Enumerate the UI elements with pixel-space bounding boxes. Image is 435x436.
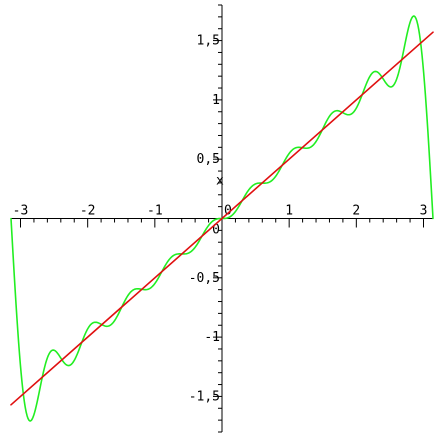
x-tick-label: -1	[147, 204, 163, 219]
series-group	[10, 15, 434, 422]
series-line-x-over-2	[10, 31, 434, 406]
y-tick-label: -1,5	[189, 389, 220, 404]
ticks: -3 -2 -1 0 1 2 3 -1,5 -1 -0,5 0,5 1 1,5 0	[13, 4, 428, 433]
x-tick-label: 2	[352, 204, 360, 219]
x-tick-label: 1	[285, 204, 293, 219]
x-tick-label: -2	[80, 204, 96, 219]
y-tick-label: -1	[204, 330, 220, 345]
x-tick-label: -3	[13, 204, 29, 219]
y-tick-label: 1	[212, 93, 220, 108]
x-axis-label: x	[216, 174, 224, 189]
y-tick-label: 0,5	[197, 152, 220, 167]
x-tick-label: 0	[224, 204, 232, 219]
y-tick-label: -0,5	[189, 271, 220, 286]
y-tick-label: 1,5	[197, 34, 220, 49]
origin-label: 0	[212, 223, 220, 238]
x-tick-label: 3	[420, 204, 428, 219]
